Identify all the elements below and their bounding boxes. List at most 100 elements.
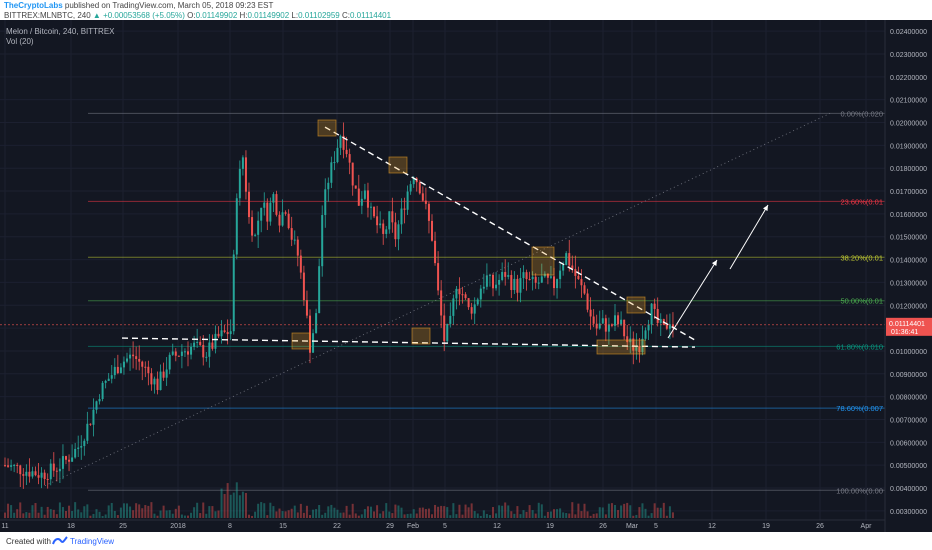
candle-body bbox=[440, 290, 443, 316]
chart-area[interactable]: 0.00%(0.020 23.60%(0.01 38.20%(0.01 50.00%(… bbox=[0, 20, 932, 532]
publish-header: TheCryptoLabs published on TradingView.c… bbox=[0, 0, 932, 20]
volume-bar bbox=[641, 503, 644, 518]
highlight-box bbox=[388, 156, 408, 174]
volume-bar bbox=[22, 513, 25, 518]
volume-bar bbox=[345, 505, 348, 518]
volume-bar bbox=[348, 514, 351, 518]
candle-body bbox=[513, 278, 516, 291]
candle-body bbox=[165, 369, 168, 378]
volume-bar bbox=[49, 509, 52, 518]
candle-body bbox=[540, 276, 543, 283]
price-chart[interactable]: 0.00%(0.020 23.60%(0.01 38.20%(0.01 50.00%(… bbox=[0, 20, 932, 532]
price-tick-label: 0.00900000 bbox=[890, 372, 927, 379]
volume-bar bbox=[424, 508, 427, 518]
volume-bar bbox=[77, 509, 80, 518]
candle-body bbox=[126, 358, 128, 362]
price-tick-label: 0.01400000 bbox=[890, 258, 927, 265]
volume-bar bbox=[55, 514, 58, 518]
low-label: L: bbox=[291, 11, 299, 20]
volume-bar bbox=[333, 507, 336, 518]
support-line bbox=[121, 337, 696, 348]
fib-level-label: 50.00%(0.01 bbox=[840, 297, 883, 306]
tradingview-link[interactable]: TradingView bbox=[70, 537, 115, 546]
candle-body bbox=[565, 253, 568, 265]
candle-body bbox=[71, 457, 74, 462]
volume-bar bbox=[275, 511, 278, 518]
candle-body bbox=[473, 304, 476, 314]
candle-body bbox=[409, 184, 412, 192]
candle-body bbox=[321, 215, 324, 267]
published-info: published on TradingView.com, March 05, … bbox=[64, 1, 274, 10]
candle-body bbox=[86, 423, 89, 441]
volume-bar bbox=[440, 505, 443, 518]
candle-body bbox=[150, 373, 153, 385]
volume-bar bbox=[595, 513, 598, 518]
volume-bar bbox=[403, 514, 406, 518]
time-tick-label: 8 bbox=[228, 523, 232, 530]
volume-bar bbox=[144, 505, 147, 518]
candle-body bbox=[49, 463, 52, 480]
volume-bar bbox=[366, 506, 369, 518]
volume-bar bbox=[101, 515, 104, 518]
candle-body bbox=[55, 470, 58, 472]
candle-body bbox=[498, 279, 501, 285]
projection-arrowhead bbox=[711, 260, 717, 266]
volume-bar bbox=[553, 509, 555, 518]
candle-body bbox=[281, 212, 284, 226]
candle-body bbox=[238, 168, 241, 199]
volume-bar bbox=[668, 506, 671, 518]
time-tick-label: 12 bbox=[708, 523, 716, 530]
volume-bar bbox=[464, 504, 467, 518]
volume-bar bbox=[540, 504, 543, 518]
candle-body bbox=[65, 456, 67, 460]
candle-body bbox=[159, 371, 162, 391]
candle-body bbox=[418, 182, 421, 194]
highlight-box bbox=[596, 339, 646, 355]
time-tick-label: 5 bbox=[654, 523, 658, 530]
fib-level-label: 23.60%(0.01 bbox=[840, 197, 883, 206]
volume-bar bbox=[214, 511, 217, 518]
price-tick-label: 0.00400000 bbox=[890, 486, 927, 493]
candle-body bbox=[351, 162, 354, 186]
candle-body bbox=[177, 355, 180, 357]
candle-body bbox=[394, 222, 397, 240]
volume-bar bbox=[318, 504, 321, 518]
time-tick-label: Apr bbox=[861, 523, 873, 530]
volume-bar bbox=[650, 513, 653, 518]
volume-bar bbox=[150, 502, 153, 518]
price-tick-label: 0.01700000 bbox=[890, 189, 927, 196]
open-label: O: bbox=[187, 11, 196, 20]
candle-body bbox=[171, 351, 174, 355]
volume-bar bbox=[662, 502, 665, 518]
candle-body bbox=[342, 135, 345, 150]
candle-body bbox=[287, 213, 290, 229]
volume-bar bbox=[119, 507, 122, 518]
candle-body bbox=[391, 211, 394, 223]
candle-body bbox=[68, 459, 71, 462]
candle-body bbox=[95, 401, 98, 410]
fib-level-label: 61.80%(0.010 bbox=[836, 342, 883, 351]
candle-body bbox=[223, 330, 226, 333]
candle-body bbox=[504, 271, 507, 277]
volume-bar bbox=[89, 515, 92, 518]
candle-body bbox=[122, 361, 125, 368]
author-link[interactable]: TheCryptoLabs bbox=[4, 1, 63, 10]
volume-bar bbox=[388, 511, 391, 518]
candle-body bbox=[617, 315, 620, 325]
volume-bar bbox=[498, 505, 501, 518]
candle-body bbox=[232, 254, 235, 332]
candle-body bbox=[607, 324, 610, 332]
volume-bar bbox=[58, 502, 61, 518]
volume-bar bbox=[473, 511, 476, 518]
volume-bar bbox=[180, 514, 183, 518]
candle-body bbox=[610, 324, 613, 326]
volume-bar bbox=[220, 488, 223, 518]
candle-body bbox=[37, 475, 40, 478]
volume-bar bbox=[455, 514, 458, 518]
volume-bar bbox=[562, 512, 565, 518]
candle-body bbox=[421, 193, 424, 201]
volume-bar bbox=[409, 513, 412, 518]
volume-bar bbox=[556, 509, 559, 518]
volume-bar bbox=[312, 509, 315, 518]
volume-bar bbox=[293, 505, 296, 518]
